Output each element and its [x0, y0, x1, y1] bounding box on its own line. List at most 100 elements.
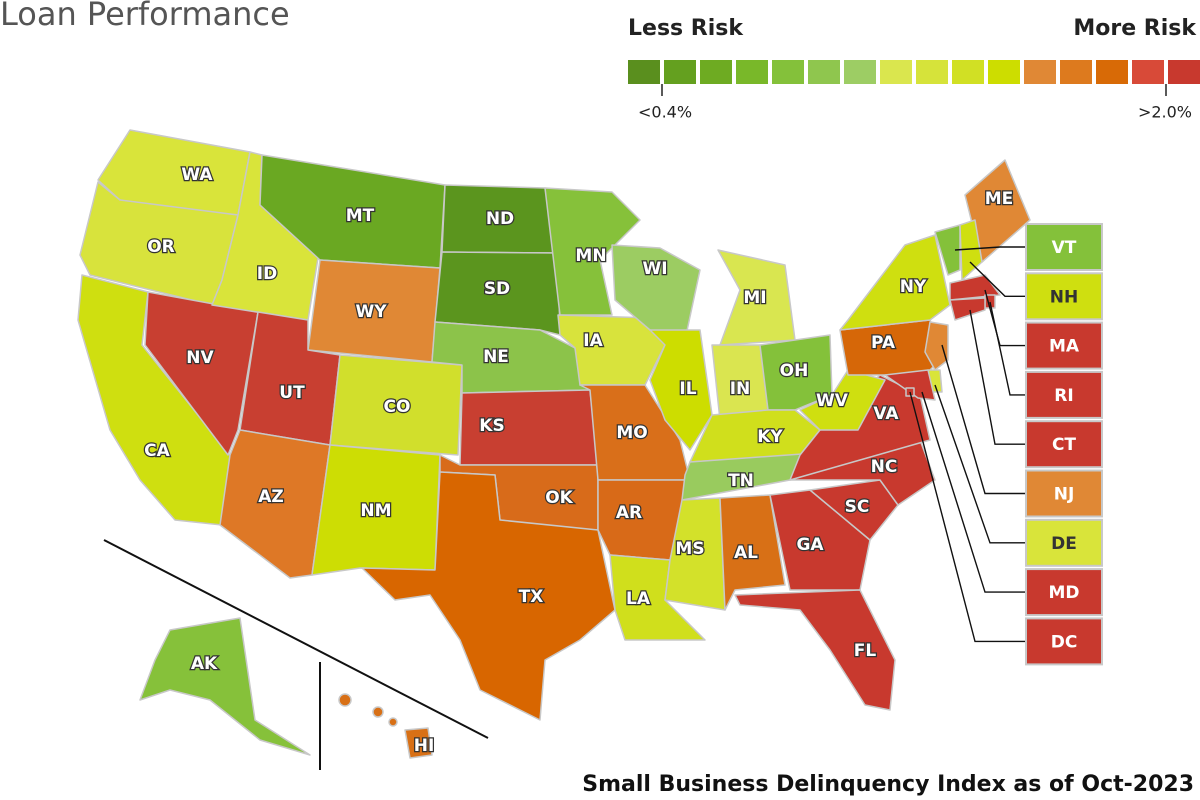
state-label: WY	[355, 302, 387, 322]
callout-box	[1025, 321, 1103, 370]
island	[388, 717, 398, 727]
callout-label: DC	[1051, 632, 1078, 652]
state	[949, 274, 1001, 301]
state-label: VA	[873, 404, 899, 424]
state-label: ME	[985, 189, 1014, 209]
state-label: AK	[191, 654, 218, 674]
callout-box	[1025, 617, 1103, 666]
legend-swatch	[844, 60, 876, 84]
legend-swatch	[700, 60, 732, 84]
legend-swatch	[1024, 60, 1056, 84]
callout-label: MD	[1048, 583, 1079, 603]
state	[719, 494, 786, 611]
callout-label: MA	[1049, 337, 1080, 357]
callout-label: DE	[1051, 534, 1077, 554]
callout-box	[1025, 568, 1103, 617]
state	[759, 334, 833, 411]
state-label: UT	[279, 383, 305, 403]
state	[664, 497, 726, 611]
callout-box	[1025, 272, 1103, 321]
state-label: TN	[728, 471, 754, 491]
state-label: PA	[871, 333, 896, 353]
legend-high: >2.0%	[1138, 103, 1192, 122]
legend-swatch	[1096, 60, 1128, 84]
leader-line	[941, 344, 1026, 495]
leader-line	[989, 301, 1026, 396]
state-label: NV	[186, 348, 214, 368]
state	[329, 354, 463, 456]
state-label: AR	[616, 503, 642, 523]
legend-swatch	[916, 60, 948, 84]
state-label: MI	[743, 288, 766, 308]
legend-swatch	[664, 60, 696, 84]
state-label: OH	[780, 361, 809, 381]
inset-divider	[103, 539, 489, 739]
state	[959, 219, 983, 281]
state	[734, 589, 896, 711]
legend-swatch	[952, 60, 984, 84]
callout-box	[1025, 518, 1103, 567]
state-label: KY	[757, 427, 783, 447]
state	[924, 321, 949, 371]
state-label: TX	[519, 587, 544, 607]
state	[799, 369, 886, 431]
legend-swatch	[808, 60, 840, 84]
state-label: NM	[360, 501, 391, 521]
state	[434, 251, 561, 336]
state-label: SC	[845, 497, 870, 517]
state	[361, 471, 616, 721]
state-label: CA	[144, 441, 170, 461]
state-label: NE	[483, 347, 509, 367]
leader-line	[909, 391, 1026, 643]
state-label: CO	[384, 397, 411, 417]
state	[404, 727, 433, 759]
legend-swatch	[1168, 60, 1200, 84]
state-label: LA	[626, 589, 651, 609]
state-label: KS	[479, 416, 504, 436]
legend-swatch	[736, 60, 768, 84]
legend-low: <0.4%	[638, 103, 692, 122]
callout-label: NH	[1050, 287, 1078, 307]
legend-less: Less Risk	[628, 16, 744, 41]
island	[338, 693, 352, 707]
callout-box	[1025, 223, 1103, 271]
legend-swatch	[1132, 60, 1164, 84]
state-label: WV	[816, 391, 849, 411]
state-label: GA	[796, 535, 824, 555]
state-label: SD	[484, 279, 510, 299]
leader-line	[969, 309, 1026, 445]
callout-label: CT	[1052, 435, 1076, 455]
state	[649, 329, 713, 451]
state	[717, 249, 796, 346]
state-label: ND	[486, 209, 514, 229]
state-label: MS	[675, 539, 704, 559]
callout-label: RI	[1054, 386, 1073, 406]
state-label: IA	[583, 331, 603, 351]
state-label: MT	[346, 206, 375, 226]
leader-line	[969, 261, 1026, 297]
state-label: OR	[147, 237, 175, 257]
callout-label: NJ	[1054, 485, 1075, 505]
legend-swatch	[988, 60, 1020, 84]
leader-line	[921, 391, 1026, 593]
state-label: WA	[181, 165, 213, 185]
state	[769, 489, 871, 591]
state	[949, 297, 986, 321]
state	[77, 274, 231, 526]
state-label: AL	[734, 543, 758, 563]
state-label: HI	[414, 736, 435, 756]
legend-swatch	[880, 60, 912, 84]
legend-swatch	[1060, 60, 1092, 84]
state-label: IN	[730, 379, 751, 399]
state-label: WI	[642, 259, 667, 279]
state-label: NC	[871, 457, 898, 477]
state-label: IL	[679, 379, 696, 399]
state-label: FL	[854, 641, 877, 661]
callout-box	[1025, 469, 1103, 518]
callout-label: VT	[1052, 238, 1077, 258]
state-label: ID	[257, 264, 277, 284]
state-label: AZ	[258, 487, 283, 507]
callout-box	[1025, 370, 1103, 419]
callout-box	[1025, 420, 1103, 469]
